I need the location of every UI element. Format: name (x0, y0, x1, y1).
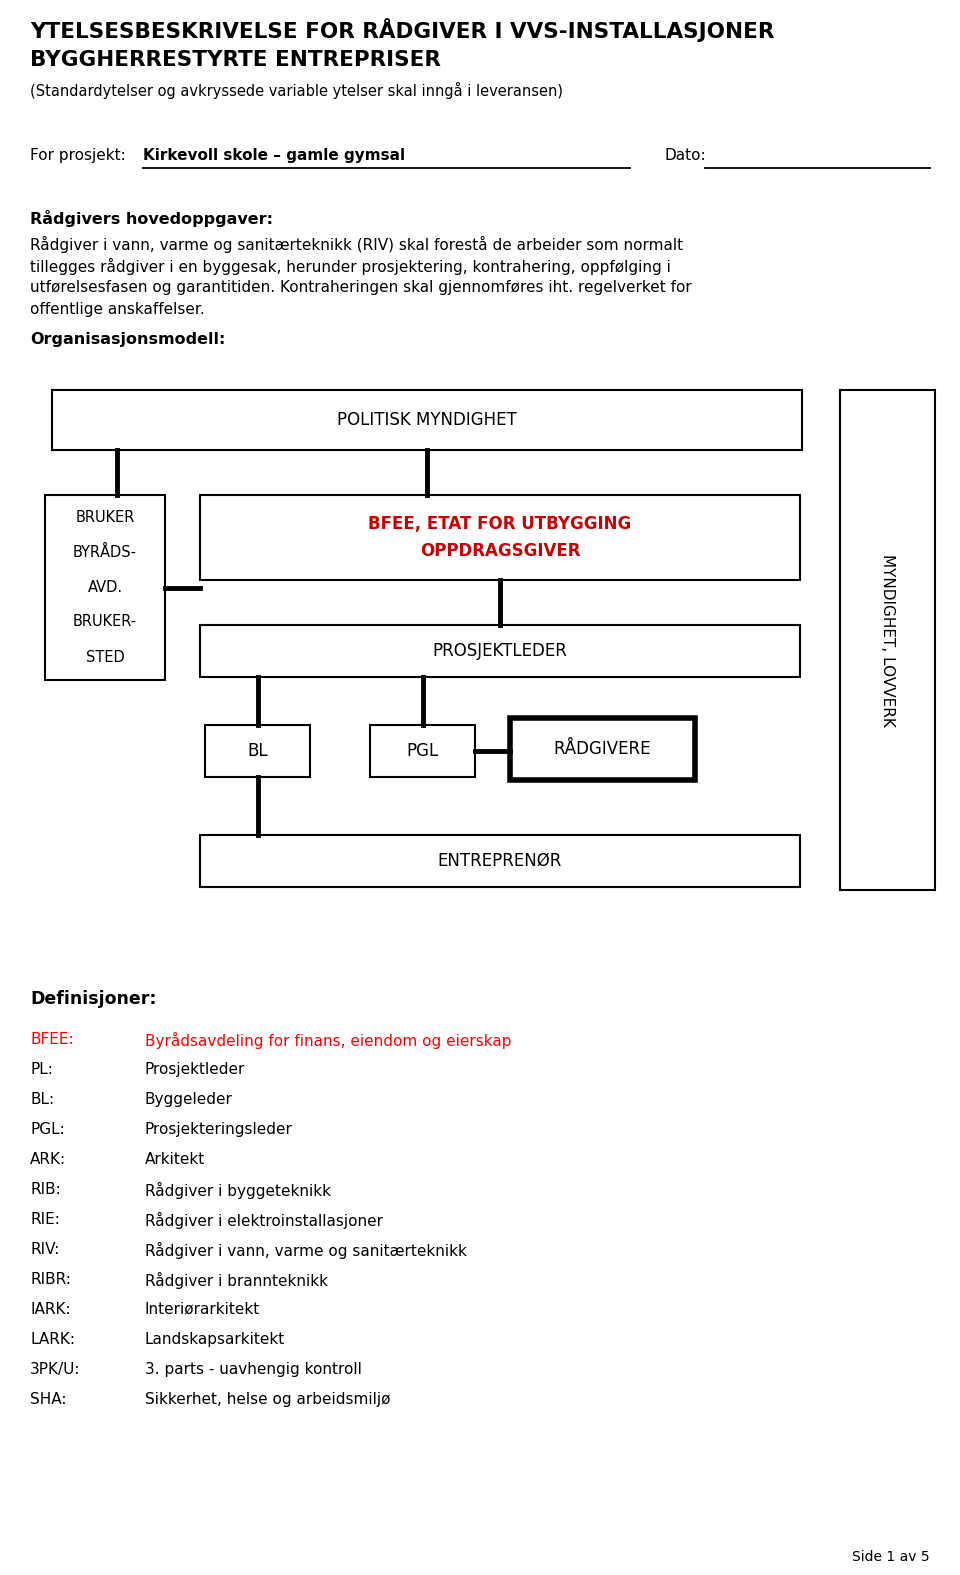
Text: ARK:: ARK: (30, 1151, 66, 1167)
Text: BRUKER: BRUKER (75, 509, 134, 524)
Text: AVD.: AVD. (87, 580, 123, 594)
Text: BL:: BL: (30, 1091, 54, 1107)
Text: RÅDGIVERE: RÅDGIVERE (554, 740, 651, 758)
Text: PL:: PL: (30, 1062, 53, 1077)
Text: Side 1 av 5: Side 1 av 5 (852, 1550, 930, 1564)
Bar (840, 391, 935, 890)
Text: RIB:: RIB: (30, 1181, 60, 1197)
Text: BFEE, ETAT FOR UTBYGGING: BFEE, ETAT FOR UTBYGGING (369, 515, 632, 534)
Text: Byggeleder: Byggeleder (145, 1091, 233, 1107)
Text: Definisjoner:: Definisjoner: (30, 991, 156, 1008)
Text: RIV:: RIV: (30, 1243, 60, 1257)
Bar (200, 495, 800, 580)
Text: utførelsesfasen og garantitiden. Kontraheringen skal gjennomføres iht. regelverk: utførelsesfasen og garantitiden. Kontrah… (30, 280, 692, 295)
Text: offentlige anskaffelser.: offentlige anskaffelser. (30, 302, 204, 317)
Bar (370, 724, 475, 776)
Text: ENTREPRENØR: ENTREPRENØR (438, 852, 563, 869)
Text: Kirkevoll skole – gamle gymsal: Kirkevoll skole – gamle gymsal (143, 148, 405, 162)
Text: SHA:: SHA: (30, 1392, 66, 1406)
Text: tillegges rådgiver i en byggesak, herunder prosjektering, kontrahering, oppfølgi: tillegges rådgiver i en byggesak, herund… (30, 258, 671, 276)
Bar (52, 391, 802, 450)
Text: Rådgiver i vann, varme og sanitærteknikk (RIV) skal forestå de arbeider som norm: Rådgiver i vann, varme og sanitærteknikk… (30, 236, 684, 254)
Text: RIE:: RIE: (30, 1213, 60, 1227)
Text: LARK:: LARK: (30, 1332, 75, 1347)
Text: Prosjektleder: Prosjektleder (145, 1062, 246, 1077)
Bar (45, 495, 165, 680)
Bar (510, 718, 695, 780)
Text: RIBR:: RIBR: (30, 1273, 71, 1287)
Text: PGL: PGL (406, 742, 439, 761)
Text: (Standardytelser og avkryssede variable ytelser skal inngå i leveransen): (Standardytelser og avkryssede variable … (30, 82, 563, 99)
Text: POLITISK MYNDIGHET: POLITISK MYNDIGHET (337, 411, 516, 428)
Text: PGL:: PGL: (30, 1121, 64, 1137)
Text: Interiørarkitekt: Interiørarkitekt (145, 1303, 260, 1317)
Text: MYNDIGHET, LOVVERK: MYNDIGHET, LOVVERK (880, 553, 895, 726)
Text: YTELSESBESKRIVELSE FOR RÅDGIVER I VVS-INSTALLASJONER: YTELSESBESKRIVELSE FOR RÅDGIVER I VVS-IN… (30, 17, 775, 43)
Text: STED: STED (85, 649, 125, 665)
Text: For prosjekt:: For prosjekt: (30, 148, 126, 162)
Text: BFEE:: BFEE: (30, 1032, 74, 1047)
Text: Rådgiver i elektroinstallasjoner: Rådgiver i elektroinstallasjoner (145, 1213, 383, 1228)
Bar (200, 625, 800, 677)
Text: OPPDRAGSGIVER: OPPDRAGSGIVER (420, 542, 580, 559)
Text: BYRÅDS-: BYRÅDS- (73, 545, 137, 559)
Text: BL: BL (247, 742, 268, 761)
Bar (205, 724, 310, 776)
Text: Sikkerhet, helse og arbeidsmiljø: Sikkerhet, helse og arbeidsmiljø (145, 1392, 391, 1406)
Text: Arkitekt: Arkitekt (145, 1151, 205, 1167)
Text: IARK:: IARK: (30, 1303, 71, 1317)
Bar (200, 835, 800, 887)
Text: Rådgiver i vann, varme og sanitærteknikk: Rådgiver i vann, varme og sanitærteknikk (145, 1243, 467, 1258)
Text: BRUKER-: BRUKER- (73, 614, 137, 630)
Text: PROSJEKTLEDER: PROSJEKTLEDER (433, 643, 567, 660)
Text: 3. parts - uavhengig kontroll: 3. parts - uavhengig kontroll (145, 1362, 362, 1377)
Text: Rådgiver i brannteknikk: Rådgiver i brannteknikk (145, 1273, 328, 1288)
Text: Rådgiver i byggeteknikk: Rådgiver i byggeteknikk (145, 1181, 331, 1199)
Text: Organisasjonsmodell:: Organisasjonsmodell: (30, 332, 226, 346)
Text: 3PK/U:: 3PK/U: (30, 1362, 81, 1377)
Text: Landskapsarkitekt: Landskapsarkitekt (145, 1332, 285, 1347)
Text: Rådgivers hovedoppgaver:: Rådgivers hovedoppgaver: (30, 209, 273, 227)
Text: Dato:: Dato: (665, 148, 707, 162)
Text: Byrådsavdeling for finans, eiendom og eierskap: Byrådsavdeling for finans, eiendom og ei… (145, 1032, 512, 1049)
Text: Prosjekteringsleder: Prosjekteringsleder (145, 1121, 293, 1137)
Text: BYGGHERRESTYRTE ENTREPRISER: BYGGHERRESTYRTE ENTREPRISER (30, 50, 441, 69)
